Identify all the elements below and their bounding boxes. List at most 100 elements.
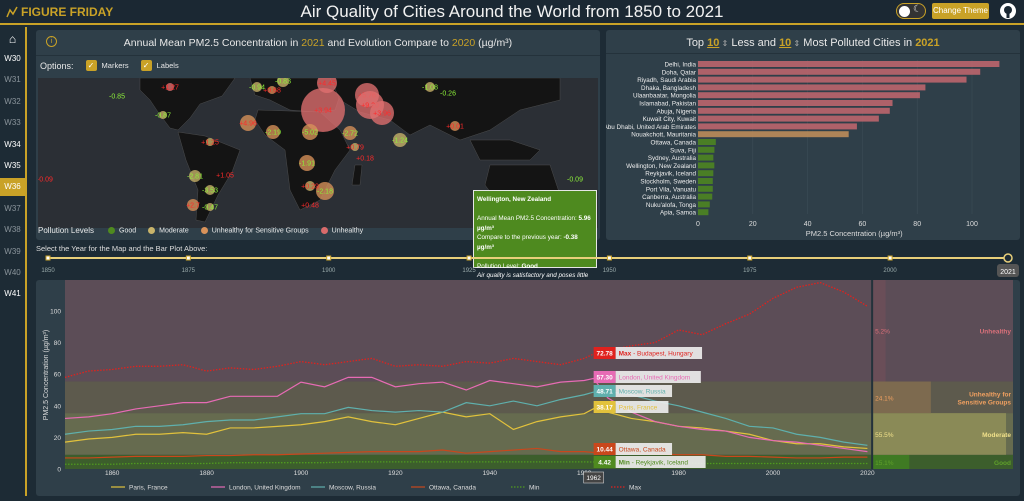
sidebar-item-w41[interactable]: W41 bbox=[4, 289, 21, 299]
city-marker bbox=[370, 101, 394, 125]
sidebar-item-w37[interactable]: W37 bbox=[4, 203, 21, 213]
markers-checkbox[interactable]: ✓ Markers bbox=[85, 60, 129, 71]
bar-title-text: Most Polluted Cities in bbox=[800, 37, 916, 49]
sidebar-item-w31[interactable]: W31 bbox=[4, 75, 21, 85]
map-title-text: and Evolution Compare to bbox=[324, 37, 452, 49]
sidebar-item-w36[interactable]: W36 bbox=[0, 178, 25, 197]
band-share-bar bbox=[873, 454, 910, 469]
city-marker bbox=[450, 121, 460, 131]
marker-label: -2.19 bbox=[265, 130, 281, 137]
legend-item[interactable]: Unhealthy bbox=[320, 226, 363, 234]
sidebar-item-w32[interactable]: W32 bbox=[4, 96, 21, 106]
home-icon[interactable]: ⌂ bbox=[8, 32, 17, 46]
sidebar-item-w40[interactable]: W40 bbox=[4, 268, 21, 277]
marker-label: +0.29 bbox=[301, 184, 319, 191]
annotation-value: 4.42 bbox=[598, 460, 611, 467]
series-line-moscow-russia bbox=[64, 390, 868, 446]
marker-label: -0.09 bbox=[567, 177, 583, 184]
marker-label: +1.05 bbox=[216, 173, 234, 180]
tooltip-label: Compare to the previous year: bbox=[477, 234, 564, 241]
slider-tick-mark bbox=[45, 255, 51, 261]
bar bbox=[698, 193, 713, 200]
less-count-input[interactable]: 10 bbox=[707, 37, 720, 49]
annotation-label-box bbox=[615, 371, 701, 383]
bar bbox=[698, 170, 714, 177]
marker-label: +0.68 bbox=[263, 88, 281, 95]
sidebar-item-w34[interactable]: W34 bbox=[4, 139, 21, 149]
map-title-text: Annual Mean PM2.5 Concentration in bbox=[123, 37, 302, 49]
annotation-text: Ottawa, Canada bbox=[619, 447, 666, 454]
series-line-ottawa-canada bbox=[65, 447, 868, 459]
band-label: Unhealthy bbox=[980, 328, 1012, 335]
annotation-label: Max - Budapest, Hungary bbox=[619, 351, 694, 358]
theme-toggle[interactable]: ☾ bbox=[896, 3, 926, 19]
moon-icon: ☾ bbox=[913, 4, 922, 15]
legend-dot bbox=[148, 226, 156, 234]
map-prev-year: 2020 bbox=[451, 37, 476, 49]
band-share-label: 5.2% bbox=[875, 328, 890, 335]
line-chart[interactable]: 15.1% Good 55.5% Moderate 24.1% Unhealthy for… bbox=[36, 279, 1020, 496]
sidebar-item-w39[interactable]: W39 bbox=[4, 246, 21, 256]
bar-category-label: Kuwait City, Kuwait bbox=[643, 116, 697, 123]
legend-item[interactable]: Good bbox=[108, 226, 137, 235]
series-line-max bbox=[64, 281, 868, 378]
sidebar-item-w33[interactable]: W33 bbox=[4, 118, 21, 128]
annotation-value: 57.30 bbox=[596, 375, 613, 382]
city-marker bbox=[159, 111, 167, 119]
bar-year: 2021 bbox=[915, 37, 940, 49]
bar-category-label: Abuja, Nigeria bbox=[656, 108, 696, 115]
hover-year-badge bbox=[583, 471, 604, 484]
labels-checkbox[interactable]: ✓ Labels bbox=[140, 60, 179, 71]
city-marker bbox=[240, 115, 256, 131]
x-tick-label: 2020 bbox=[860, 470, 875, 477]
x-tick-label: 1980 bbox=[671, 470, 686, 477]
legend-label: Max bbox=[629, 485, 642, 492]
annotation-value-box bbox=[593, 401, 616, 413]
annotation-label: Min - Reykjavik, Iceland bbox=[619, 460, 689, 467]
sidebar-item-w38[interactable]: W38 bbox=[4, 225, 21, 235]
bar bbox=[698, 92, 920, 99]
annotation-text: - Reykjavik, Iceland bbox=[630, 460, 689, 467]
map-title: Annual Mean PM2.5 Concentration in 2021 … bbox=[36, 30, 600, 56]
bar bbox=[698, 123, 857, 130]
annotation-text: Moscow, Russia bbox=[619, 389, 666, 396]
marker-label: -2.18 bbox=[317, 189, 333, 196]
info-icon[interactable]: i bbox=[46, 36, 57, 47]
legend-label: Good bbox=[119, 227, 137, 235]
slider-value: 2021 bbox=[1000, 269, 1016, 276]
marker-label: -0.85 bbox=[109, 94, 125, 101]
annotation-value: 38.17 bbox=[596, 405, 613, 412]
change-theme-button[interactable]: Change Theme bbox=[932, 3, 989, 19]
marker-label: -1.91 bbox=[299, 161, 315, 168]
tooltip-label: Annual Mean PM2.5 Concentration: bbox=[477, 215, 579, 222]
year-slider[interactable]: 1850 1875 1900 1925 1950 1975 2000 2021 bbox=[0, 250, 1024, 280]
bar-category-label: Stockholm, Sweden bbox=[640, 179, 696, 186]
legend-item[interactable]: Moderate bbox=[148, 226, 189, 234]
most-count-input[interactable]: 10 bbox=[779, 37, 792, 49]
slider-tick-label: 1925 bbox=[462, 268, 476, 274]
github-icon[interactable] bbox=[1000, 3, 1016, 19]
tooltip-city: Wellington, New Zealand bbox=[477, 196, 552, 203]
annotation-value: 72.78 bbox=[596, 351, 613, 358]
bar-category-label: Islamabad, Pakistan bbox=[639, 101, 696, 108]
bar bbox=[698, 107, 890, 114]
bar bbox=[698, 131, 849, 138]
legend-item[interactable]: Unhealthy for Sensitive Groups bbox=[200, 226, 309, 235]
stepper-icon[interactable]: ⇕ bbox=[791, 39, 801, 48]
slider-handle[interactable] bbox=[1003, 253, 1013, 263]
legend-label: Unhealthy for Sensitive Groups bbox=[211, 227, 309, 235]
bar bbox=[698, 139, 716, 145]
marker-label: +4.96 bbox=[239, 121, 257, 128]
stepper-icon[interactable]: ⇕ bbox=[719, 39, 729, 48]
sidebar-item-w35[interactable]: W35 bbox=[4, 161, 21, 170]
bar-category-label: Delhi, India bbox=[664, 62, 696, 69]
annotation-label: Moscow, Russia bbox=[619, 389, 666, 396]
annotation-prefix: Max bbox=[619, 351, 632, 358]
map-title-unit: (µg/m³) bbox=[475, 37, 513, 49]
annotation-label-box bbox=[615, 401, 669, 413]
sidebar-item-w30[interactable]: W30 bbox=[4, 54, 21, 63]
marker-label: -0.94 bbox=[249, 85, 265, 92]
logo[interactable]: FIGURE FRIDAY bbox=[6, 5, 113, 19]
annotation-text: London, United Kingdom bbox=[619, 375, 691, 382]
y-tick-label: 60 bbox=[54, 372, 62, 379]
